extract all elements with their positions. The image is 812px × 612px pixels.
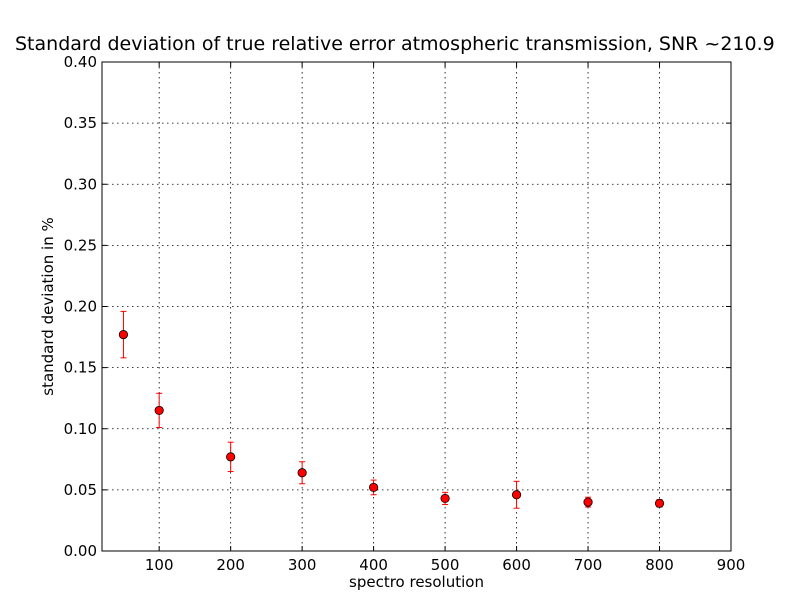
data-point-group bbox=[118, 310, 129, 359]
x-tick-label: 300 bbox=[288, 556, 317, 574]
y-tick-label: 0.35 bbox=[64, 114, 97, 132]
y-tick-label: 0.00 bbox=[64, 542, 97, 560]
x-tick-label: 200 bbox=[216, 556, 245, 574]
data-point bbox=[154, 405, 164, 416]
data-point-group bbox=[654, 498, 665, 508]
x-tick-label: 900 bbox=[717, 556, 746, 574]
x-tick-label: 400 bbox=[359, 556, 388, 574]
data-point-group bbox=[297, 461, 307, 485]
chart-title: Standard deviation of true relative erro… bbox=[15, 33, 775, 55]
data-point bbox=[583, 497, 593, 507]
data-point bbox=[369, 482, 379, 493]
y-tick-label: 0.40 bbox=[64, 53, 97, 71]
data-point-group bbox=[440, 491, 450, 506]
data-point-group bbox=[226, 441, 236, 473]
data-point bbox=[511, 490, 522, 500]
x-tick-label: 100 bbox=[145, 556, 174, 574]
y-tick-label: 0.05 bbox=[64, 481, 97, 499]
y-tick-label: 0.20 bbox=[64, 298, 97, 316]
grid bbox=[102, 61, 732, 552]
data-point-group bbox=[583, 496, 593, 508]
y-tick-label: 0.15 bbox=[64, 359, 97, 377]
data-point bbox=[654, 498, 665, 508]
y-tick-label: 0.25 bbox=[64, 236, 97, 254]
x-tick-label: 800 bbox=[645, 556, 674, 574]
data-point bbox=[118, 330, 129, 340]
y-tick-label: 0.30 bbox=[64, 175, 97, 193]
data-point bbox=[440, 493, 450, 504]
data-point-group bbox=[511, 480, 522, 509]
x-tick-label: 700 bbox=[574, 556, 603, 574]
plot-frame bbox=[101, 61, 732, 552]
axis-ticks: 100 200 300 400 500 600 700 800 900 0.00 0.05 0.10 0… bbox=[64, 53, 746, 574]
x-tick-label: 600 bbox=[502, 556, 531, 574]
data-point bbox=[297, 468, 307, 478]
data-points bbox=[118, 310, 665, 509]
data-point-group bbox=[154, 392, 164, 429]
data-point-group bbox=[369, 479, 379, 496]
x-tick-label: 500 bbox=[431, 556, 460, 574]
y-axis-label: standard deviation in % bbox=[39, 217, 57, 395]
x-axis-label: spectro resolution bbox=[349, 573, 484, 591]
y-tick-label: 0.10 bbox=[64, 420, 97, 438]
data-point bbox=[226, 452, 236, 462]
